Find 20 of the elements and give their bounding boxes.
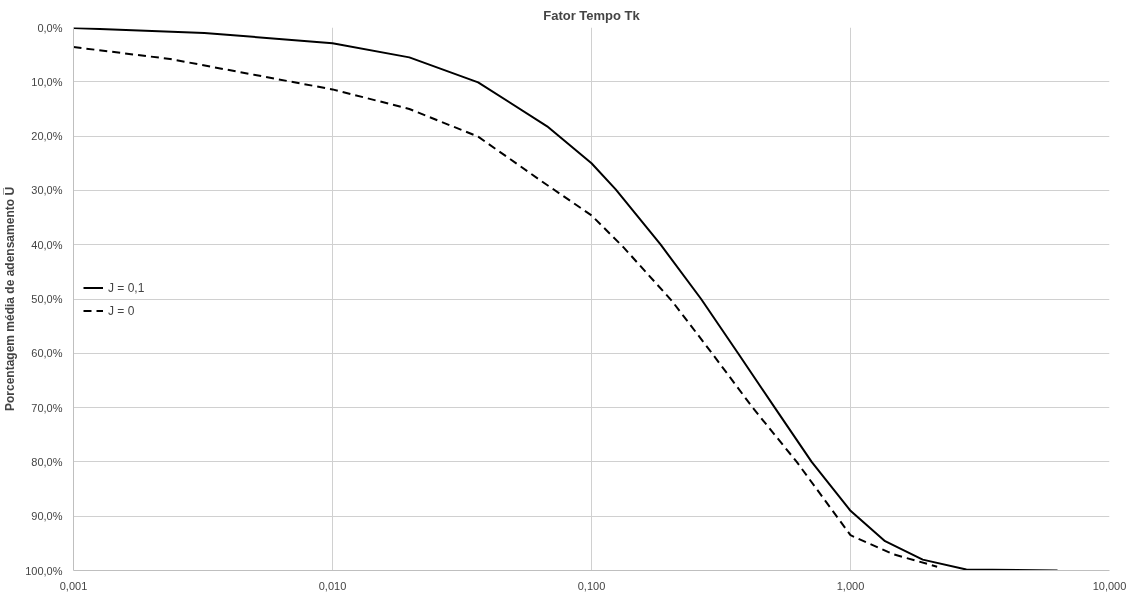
x-tick-label: 0,100 [577,579,606,592]
y-tick-label: 50,0% [31,293,63,305]
legend-label: J = 0,1 [108,280,145,294]
chart-title: Fator Tempo Tk [543,7,641,23]
y-tick-label: 60,0% [31,347,63,360]
x-tick-label: 10,000 [1092,579,1127,592]
y-axis-title: Porcentagem média de adensamento U̅ [3,186,18,412]
y-tick-label: 90,0% [31,510,63,523]
y-tick-label: 30,0% [31,184,63,197]
x-tick-label: 0,010 [318,579,347,592]
legend-label: J = 0 [108,303,135,317]
y-tick-label: 0,0% [37,21,63,34]
y-tick-label: 20,0% [31,130,63,143]
y-tick-label: 10,0% [31,75,63,88]
y-tick-label: 100,0% [25,564,63,577]
x-tick-label: 0,001 [59,579,88,592]
y-tick-label: 70,0% [31,401,63,414]
y-tick-label: 40,0% [31,238,63,251]
x-tick-label: 1,000 [836,579,865,592]
y-tick-label: 80,0% [31,455,63,468]
